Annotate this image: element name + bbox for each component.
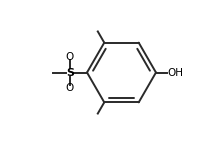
Text: OH: OH xyxy=(167,68,183,77)
Text: O: O xyxy=(66,83,74,93)
Text: S: S xyxy=(66,68,74,77)
Text: O: O xyxy=(66,52,74,62)
